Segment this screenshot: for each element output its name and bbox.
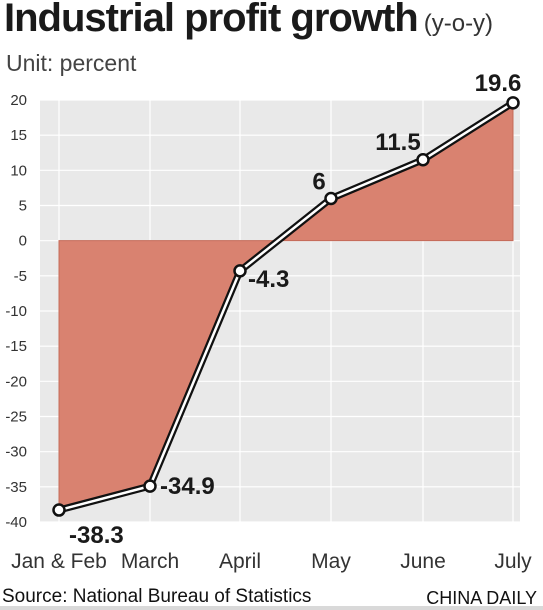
chart-subtitle: (y-o-y): [423, 10, 494, 37]
y-tick-label: 5: [19, 198, 27, 215]
y-tick-label: -15: [5, 338, 27, 355]
source-note: Source: National Bureau of Statistics: [2, 586, 312, 607]
data-label: 6: [312, 168, 325, 195]
data-label: -34.9: [160, 473, 215, 500]
data-point: [143, 479, 157, 493]
y-tick-label: 0: [19, 233, 27, 250]
data-point: [506, 96, 520, 110]
data-label: 11.5: [375, 129, 420, 156]
data-point: [324, 191, 338, 206]
y-tick-label: 15: [10, 127, 27, 144]
x-tick-label: May: [311, 550, 351, 573]
y-tick-label: -40: [5, 514, 27, 531]
data-label: 19.6: [475, 70, 522, 97]
y-tick-label: -10: [5, 303, 27, 320]
y-tick-label: -25: [5, 409, 27, 426]
x-tick-label: Jan & Feb: [11, 550, 107, 573]
bottom-rule: [0, 606, 543, 610]
y-tick-label: -5: [14, 268, 27, 285]
data-point: [233, 264, 247, 278]
chart-title: Industrial profit growth (y-o-y): [4, 0, 494, 40]
x-tick-label: July: [494, 550, 532, 573]
y-tick-label: 10: [10, 162, 27, 179]
data-point: [52, 503, 66, 517]
data-label: -4.3: [248, 266, 289, 293]
data-label: -38.3: [69, 522, 124, 549]
plot-area: 20 15 10 5 0 -5 -10 -15 -20 -25 -30 -35 -40 Jan & Feb…: [5, 70, 532, 573]
y-tick-label: -30: [5, 444, 27, 461]
x-tick-label: April: [219, 550, 261, 573]
series-line: [57, 101, 515, 512]
data-point: [416, 153, 430, 167]
y-tick-label: -35: [5, 479, 27, 496]
line-area-chart: 20 15 10 5 0 -5 -10 -15 -20 -25 -30 -35 -40 Jan & Feb…: [5, 70, 532, 573]
publisher-brand: CHINA DAILY: [426, 588, 537, 608]
unit-label: Unit: percent: [6, 50, 137, 76]
y-tick-label: -20: [5, 373, 27, 390]
y-tick-label: 20: [10, 92, 27, 109]
x-tick-label: March: [121, 550, 179, 573]
x-tick-label: June: [400, 550, 446, 573]
